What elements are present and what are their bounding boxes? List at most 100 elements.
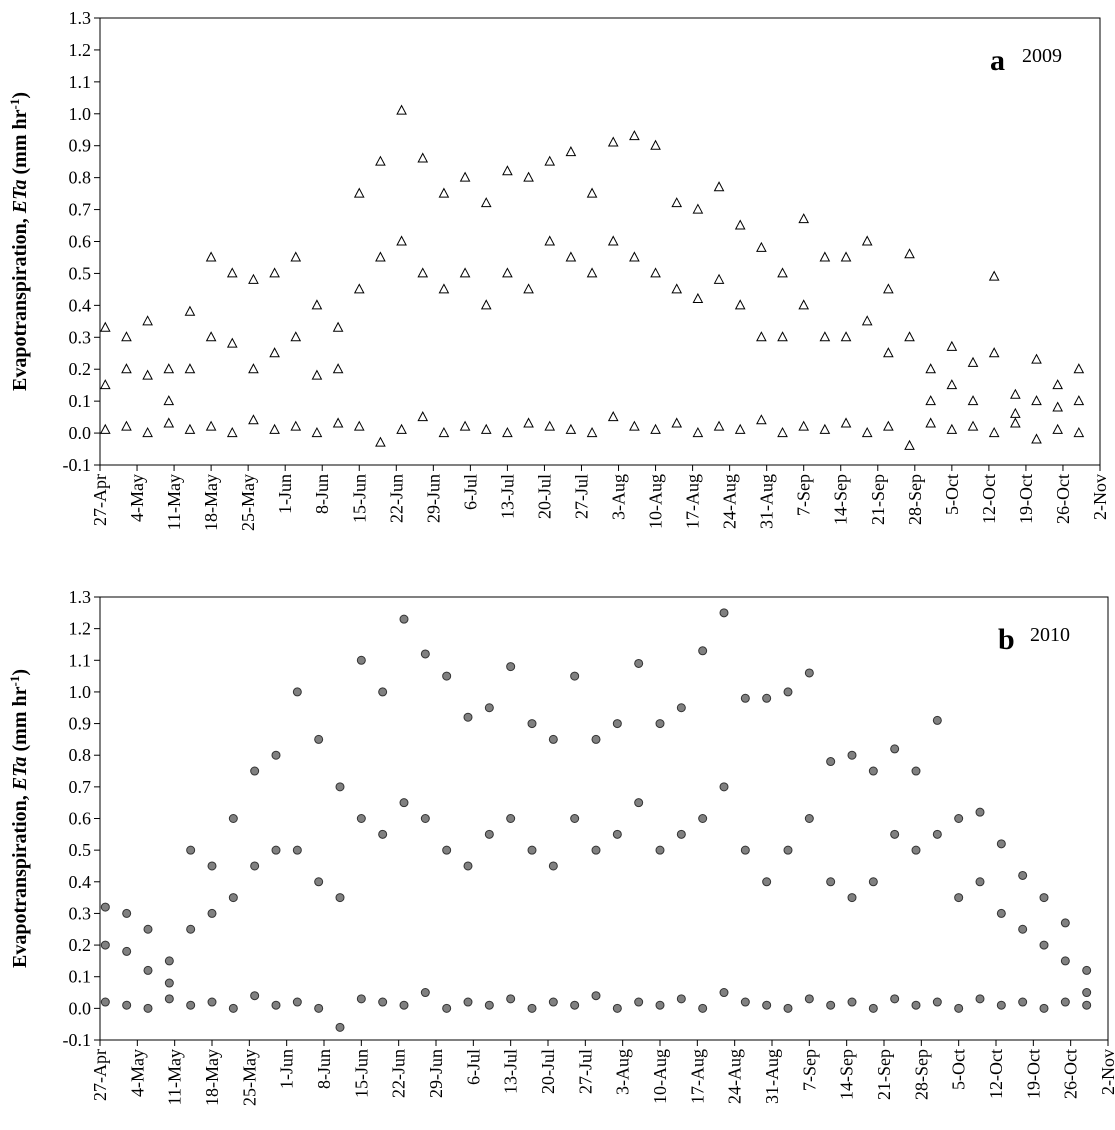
point [954, 1003, 964, 1013]
point [719, 782, 729, 792]
point [1010, 407, 1021, 418]
point [335, 1022, 345, 1032]
point [527, 845, 537, 855]
point [692, 292, 704, 303]
point [142, 369, 153, 380]
point [248, 363, 259, 374]
point [122, 908, 132, 918]
point [143, 1003, 153, 1013]
year-label: 2009 [1022, 45, 1062, 67]
point [840, 331, 852, 342]
y-tick-label: 1.0 [69, 104, 92, 124]
point [122, 946, 132, 956]
x-tick-label: 5-Oct [949, 1049, 969, 1090]
point [629, 420, 640, 431]
point [250, 766, 260, 776]
point [207, 861, 217, 871]
point [292, 687, 302, 697]
point [586, 267, 598, 278]
point [890, 994, 900, 1004]
point [798, 420, 810, 431]
point [804, 814, 814, 823]
x-tick-label: 2-Nov [1090, 474, 1110, 520]
y-axis-label-part: ETa [9, 179, 31, 214]
point [378, 687, 388, 697]
point [692, 203, 704, 214]
point [442, 845, 452, 855]
point [459, 420, 471, 431]
point [271, 1000, 281, 1010]
year-label: 2010 [1030, 624, 1070, 646]
panel-label: a [990, 44, 1005, 77]
y-tick-label: 0.5 [69, 263, 92, 283]
point [565, 251, 577, 262]
point [988, 270, 1000, 281]
point [375, 155, 386, 166]
point [99, 423, 111, 434]
point [762, 693, 772, 703]
point [438, 283, 450, 294]
point [840, 251, 852, 262]
point [570, 671, 580, 681]
point [570, 814, 580, 823]
point [975, 877, 985, 887]
y-axis-label-part: Evapotranspiration, [9, 213, 31, 391]
point [506, 814, 516, 823]
point [740, 997, 750, 1007]
x-tick-label: 4-May [127, 1049, 147, 1097]
point [777, 267, 788, 278]
point [314, 1003, 324, 1013]
point [269, 267, 280, 278]
point [420, 814, 430, 823]
point [527, 719, 537, 729]
point [442, 671, 452, 681]
point [783, 687, 793, 697]
point [335, 782, 345, 792]
y-tick-label: 0.8 [69, 745, 92, 765]
point [655, 845, 665, 855]
point [399, 614, 409, 624]
y-tick-label: 0.9 [69, 714, 92, 734]
y-tick-label: 0.1 [69, 967, 92, 987]
point [207, 908, 217, 918]
point [847, 893, 857, 903]
point [932, 997, 942, 1007]
point [375, 436, 386, 447]
x-tick-label: 14-Sep [831, 474, 851, 525]
point [356, 994, 366, 1004]
x-tick-label: 27-Apr [90, 1049, 110, 1101]
y-axis-label-part: Evapotranspiration, [9, 790, 31, 968]
x-tick-label: 25-May [238, 474, 258, 531]
point [883, 283, 894, 294]
point [868, 766, 878, 776]
point [988, 347, 1000, 358]
point [798, 213, 810, 224]
point [205, 420, 217, 431]
point [207, 997, 217, 1007]
point [676, 994, 686, 1004]
point [804, 994, 814, 1004]
point [671, 417, 683, 428]
y-axis-label-part: -1 [7, 676, 22, 687]
point [480, 197, 492, 208]
point [164, 978, 174, 988]
point [1031, 433, 1042, 444]
point [1082, 988, 1092, 998]
point [311, 427, 323, 438]
point [121, 363, 132, 374]
point [698, 646, 708, 656]
point [671, 197, 683, 208]
point [819, 423, 831, 434]
point [783, 1003, 793, 1013]
x-tick-label: 18-May [202, 1049, 222, 1106]
point [335, 893, 345, 903]
point [332, 417, 344, 428]
y-tick-label: 0.0 [69, 423, 92, 443]
point [565, 423, 577, 434]
point [826, 1000, 836, 1010]
point [925, 395, 937, 406]
point [548, 997, 558, 1007]
point [442, 1003, 452, 1013]
y-tick-label: 1.3 [69, 8, 92, 28]
